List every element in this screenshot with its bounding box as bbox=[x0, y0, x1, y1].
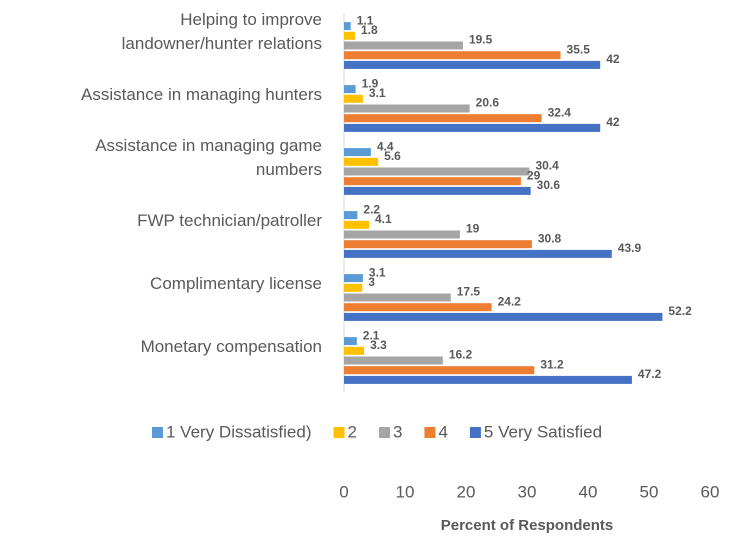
bar bbox=[344, 220, 370, 229]
bar bbox=[344, 123, 601, 132]
data-label: 1.9 bbox=[362, 76, 379, 90]
data-label: 2.2 bbox=[363, 202, 380, 216]
bar bbox=[344, 293, 451, 302]
x-tick-label: 50 bbox=[640, 482, 659, 501]
data-label: 43.9 bbox=[618, 241, 642, 255]
bar bbox=[344, 51, 561, 60]
data-label: 4.4 bbox=[377, 139, 394, 153]
legend-swatch bbox=[469, 427, 481, 438]
data-label: 32.4 bbox=[548, 105, 572, 119]
data-label: 35.5 bbox=[567, 42, 591, 56]
bar bbox=[344, 283, 363, 292]
y-tick-label: Monetary compensation bbox=[140, 336, 322, 356]
bar bbox=[344, 114, 542, 123]
bar bbox=[344, 346, 365, 355]
bar bbox=[344, 157, 379, 166]
data-label: 19.5 bbox=[469, 33, 493, 47]
x-tick-label: 60 bbox=[701, 482, 720, 501]
data-label: 3.1 bbox=[369, 265, 386, 279]
x-tick-label: 30 bbox=[518, 482, 537, 501]
bar bbox=[344, 366, 535, 375]
x-tick-label: 20 bbox=[457, 482, 476, 501]
data-label: 3.1 bbox=[369, 86, 386, 100]
bar bbox=[344, 41, 463, 50]
y-tick-label: Complimentary license bbox=[150, 273, 322, 293]
legend-label: 4 bbox=[438, 422, 447, 441]
data-label: 1.1 bbox=[357, 13, 374, 27]
data-label: 29 bbox=[527, 168, 541, 182]
bar bbox=[344, 240, 532, 249]
data-label: 52.2 bbox=[668, 304, 692, 318]
bar bbox=[344, 85, 356, 94]
data-label: 5.6 bbox=[384, 149, 401, 163]
data-label: 30.8 bbox=[538, 231, 562, 245]
y-tick-label: Assistance in managing hunters bbox=[81, 84, 322, 104]
legend-label: 5 Very Satisfied bbox=[484, 422, 602, 441]
bar bbox=[344, 312, 663, 321]
bar bbox=[344, 60, 601, 69]
y-tick-label: FWP technician/patroller bbox=[137, 210, 322, 230]
bar bbox=[344, 186, 531, 195]
bar bbox=[344, 274, 363, 283]
legend-swatch bbox=[152, 427, 163, 438]
bar bbox=[344, 167, 530, 176]
data-label: 2.1 bbox=[363, 328, 380, 342]
bar bbox=[344, 303, 492, 312]
legend-swatch bbox=[378, 427, 390, 438]
bar bbox=[344, 22, 351, 31]
data-label: 3.3 bbox=[370, 338, 387, 352]
bar bbox=[344, 356, 443, 365]
bar bbox=[344, 337, 357, 346]
bar bbox=[344, 148, 371, 157]
data-label: 30.4 bbox=[535, 159, 559, 173]
legend-swatch bbox=[333, 427, 345, 438]
data-label: 24.2 bbox=[498, 294, 522, 308]
data-label: 30.6 bbox=[537, 178, 561, 192]
bar bbox=[344, 211, 358, 220]
legend-label: 1 Very Dissatisfied) bbox=[166, 422, 312, 441]
data-label: 1.8 bbox=[361, 23, 378, 37]
data-label: 16.2 bbox=[449, 348, 473, 362]
legend-swatch bbox=[424, 427, 436, 438]
data-label: 4.1 bbox=[375, 212, 392, 226]
data-label: 20.6 bbox=[476, 96, 500, 110]
x-tick-label: 40 bbox=[579, 482, 598, 501]
legend-label: 3 bbox=[393, 422, 402, 441]
y-tick-label: Helping to improve landowner/hunter rela… bbox=[121, 9, 322, 53]
data-label: 3 bbox=[368, 275, 375, 289]
bar bbox=[344, 177, 521, 186]
data-label: 47.2 bbox=[638, 367, 662, 381]
bar bbox=[344, 104, 470, 113]
data-label: 19 bbox=[466, 222, 480, 236]
data-label: 42 bbox=[606, 52, 620, 66]
bar bbox=[344, 230, 460, 239]
bar bbox=[344, 94, 363, 103]
data-label: 17.5 bbox=[457, 285, 481, 299]
data-label: 42 bbox=[606, 115, 620, 129]
data-label: 31.2 bbox=[540, 357, 564, 371]
x-axis-title: Percent of Respondents bbox=[441, 517, 614, 534]
bar bbox=[344, 249, 612, 258]
bar bbox=[344, 31, 355, 40]
bar bbox=[344, 375, 632, 384]
y-tick-label: Assistance in managing game numbers bbox=[95, 135, 322, 179]
x-tick-label: 0 bbox=[339, 482, 348, 501]
legend-label: 2 bbox=[348, 422, 357, 441]
x-tick-label: 10 bbox=[396, 482, 415, 501]
